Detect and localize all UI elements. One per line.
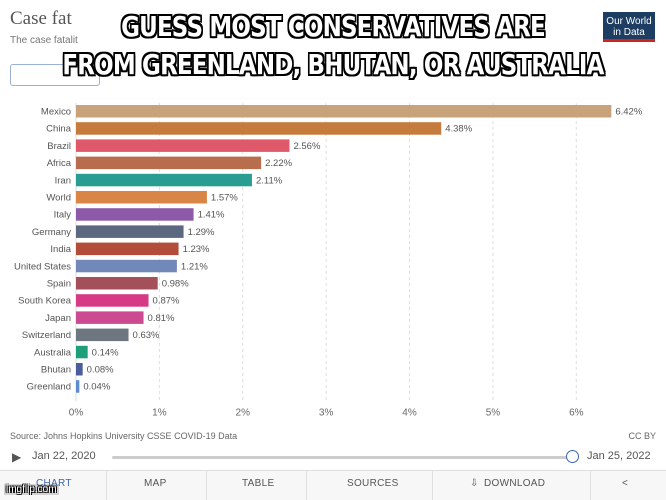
value-label: 0.63%	[133, 330, 160, 341]
category-label: World	[46, 193, 71, 204]
category-label: Iran	[55, 175, 71, 186]
category-label: Switzerland	[22, 330, 71, 341]
value-label: 2.11%	[256, 175, 283, 186]
chart-title: Case fat	[10, 8, 72, 29]
value-label: 1.29%	[188, 227, 215, 238]
value-label: 0.04%	[83, 382, 110, 393]
bar	[76, 363, 83, 376]
owid-logo[interactable]: Our World in Data	[603, 12, 655, 42]
bar	[76, 242, 179, 256]
timeline: ▶ Jan 22, 2020 Jan 25, 2022	[0, 446, 666, 468]
x-tick-label: 0%	[69, 407, 84, 418]
value-label: 0.87%	[153, 296, 180, 307]
category-label: Germany	[32, 227, 71, 238]
value-label: 2.56%	[293, 141, 320, 152]
tab-chart[interactable]: CHART	[36, 478, 72, 489]
category-label: Australia	[34, 347, 72, 358]
x-tick-label: 6%	[569, 407, 584, 418]
bar	[76, 156, 262, 170]
value-label: 4.38%	[445, 124, 472, 135]
category-label: Bhutan	[41, 365, 71, 376]
play-icon[interactable]: ▶	[12, 450, 22, 464]
value-label: 2.22%	[265, 158, 292, 169]
bar	[76, 208, 194, 221]
bar	[76, 225, 184, 238]
bar	[76, 259, 177, 273]
scale-selector[interactable]	[10, 64, 100, 86]
timeline-end-date: Jan 25, 2022	[587, 450, 651, 462]
value-label: 0.08%	[87, 365, 114, 376]
category-label: China	[46, 124, 72, 135]
x-tick-label: 1%	[152, 407, 167, 418]
category-label: United States	[14, 261, 71, 272]
bar	[76, 294, 149, 307]
x-tick-label: 4%	[402, 407, 417, 418]
tab-map[interactable]: MAP	[144, 478, 167, 489]
category-label: Mexico	[41, 107, 71, 118]
x-tick-label: 3%	[319, 407, 334, 418]
category-label: Brazil	[47, 141, 71, 152]
category-label: Greenland	[27, 382, 71, 393]
bar	[76, 105, 612, 118]
x-tick-label: 2%	[236, 407, 251, 418]
category-label: Spain	[47, 279, 71, 290]
share-icon[interactable]: <	[622, 478, 629, 489]
bar	[76, 122, 442, 135]
value-label: 1.41%	[198, 210, 225, 221]
tab-download[interactable]: DOWNLOAD	[484, 478, 546, 489]
source-note[interactable]: Source: Johns Hopkins University CSSE CO…	[10, 431, 238, 441]
value-label: 0.14%	[92, 347, 119, 358]
tab-sources[interactable]: SOURCES	[347, 478, 399, 489]
bar	[76, 173, 252, 187]
meme-caption-line1: GUESS MOST CONSERVATIVES ARE	[121, 10, 546, 43]
chart-subtitle: The case fatalit	[10, 35, 78, 46]
timeline-handle[interactable]	[566, 450, 579, 463]
bar	[76, 191, 207, 204]
value-label: 1.57%	[211, 193, 238, 204]
bar	[76, 277, 158, 290]
bar	[76, 328, 129, 342]
x-tick-label: 5%	[486, 407, 501, 418]
category-label: Italy	[54, 210, 72, 221]
imgflip-watermark: imgflip.com	[4, 484, 59, 495]
download-icon[interactable]: ⇩	[470, 478, 479, 489]
change-country-link[interactable]: ●	[104, 68, 111, 79]
tab-table[interactable]: TABLE	[242, 478, 275, 489]
chart-controls: ●	[10, 64, 190, 86]
value-label: 0.98%	[162, 279, 189, 290]
category-label: Japan	[45, 313, 71, 324]
value-label: 1.23%	[183, 244, 210, 255]
value-label: 6.42%	[615, 107, 642, 118]
timeline-start-date: Jan 22, 2020	[32, 450, 96, 462]
category-label: India	[50, 244, 71, 255]
category-label: South Korea	[18, 296, 72, 307]
meme-caption-line2: FROM GREENLAND, BHUTAN, OR AUSTRALIA	[62, 48, 604, 81]
license-label[interactable]: CC BY	[628, 431, 656, 441]
bar	[76, 345, 88, 359]
bar	[76, 139, 290, 152]
bar	[76, 311, 144, 324]
tab-bar: CHART MAP TABLE SOURCES ⇩ DOWNLOAD <	[0, 470, 666, 500]
bar-chart: 0% 1% 2% 3% 4% 5% 6% Mexico 6.42% China 4.38% Brazi…	[14, 103, 643, 418]
value-label: 1.21%	[181, 261, 208, 272]
value-label: 0.81%	[148, 313, 175, 324]
category-label: Africa	[47, 158, 72, 169]
bar	[76, 380, 80, 393]
timeline-track[interactable]	[112, 456, 572, 459]
